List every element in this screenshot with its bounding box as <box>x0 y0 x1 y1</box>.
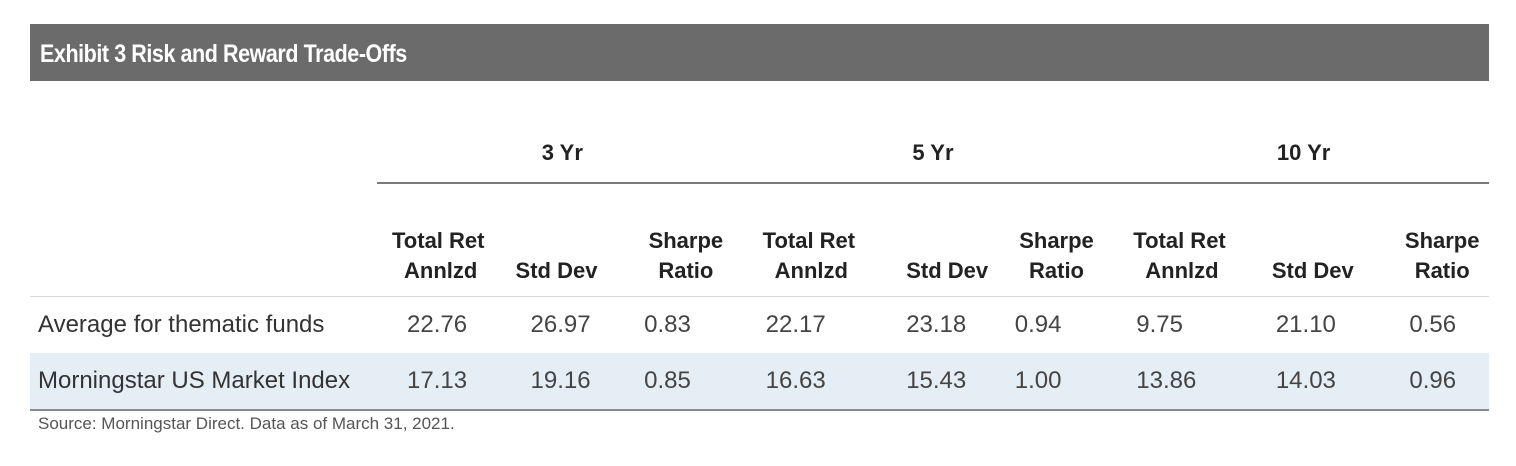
period-group-header-row: 3 Yr 5 Yr 10 Yr <box>30 140 1489 184</box>
table-cell: 21.10 <box>1275 311 1336 338</box>
source-note: Source: Morningstar Direct. Data as of M… <box>38 414 455 433</box>
table-cell: 0.83 <box>644 311 691 338</box>
table-cell: 0.56 <box>1409 311 1457 338</box>
period-group-header: 3 Yr <box>377 140 748 184</box>
row-label: Average for thematic funds <box>38 311 325 338</box>
metric-header-line: Annlzd <box>404 258 478 283</box>
row-label: Morningstar US Market Index <box>30 353 377 411</box>
table-cell: 15.43 <box>871 353 995 411</box>
metric-header-line: Ratio <box>1414 258 1470 283</box>
metric-header-line: Sharpe <box>1404 228 1480 253</box>
metric-header-line: Ratio <box>1029 258 1084 283</box>
risk-reward-table: 3 Yr 5 Yr 10 Yr Total Ret Annlzd Std Dev… <box>30 140 1489 411</box>
metric-header-line: Sharpe <box>1019 228 1094 253</box>
table-cell: 23.18 <box>906 311 967 338</box>
table-cell: 1.00 <box>994 353 1119 411</box>
period-group-header: 10 Yr <box>1118 140 1489 184</box>
metric-header-line: Std Dev <box>515 258 598 283</box>
table-cell: 22.17 <box>765 311 826 338</box>
table-cell: 9.75 <box>1136 311 1183 338</box>
metric-header-line: Annlzd <box>774 258 848 283</box>
metric-header-line: Std Dev <box>1271 258 1354 283</box>
blank-label-header <box>30 183 377 297</box>
blank-corner-cell <box>30 140 377 183</box>
metric-header-line: Ratio <box>658 258 714 283</box>
table-cell: 0.94 <box>1014 311 1062 338</box>
metric-header: Sharpe Ratio <box>624 183 748 297</box>
metric-header: Sharpe Ratio <box>994 183 1119 297</box>
exhibit-header-bar: Exhibit 3 Risk and Reward Trade-Offs <box>30 24 1489 81</box>
metric-header-line: Std Dev <box>906 258 989 283</box>
table-cell: 13.86 <box>1118 353 1242 411</box>
metric-header: Std Dev <box>1241 183 1366 297</box>
metric-header: Std Dev <box>871 183 995 297</box>
metric-header: Std Dev <box>500 183 625 297</box>
table-row: Average for thematic funds 22.76 26.97 0… <box>30 297 1489 354</box>
metric-header-line: Total Ret <box>762 228 856 253</box>
table-cell: 22.76 <box>407 311 468 338</box>
table-cell: 19.16 <box>500 353 625 411</box>
metric-header-line: Sharpe <box>648 228 724 253</box>
metric-header: Total Ret Annlzd <box>1118 183 1242 297</box>
exhibit-title: Exhibit 3 Risk and Reward Trade-Offs <box>40 40 407 68</box>
metric-header-row: Total Ret Annlzd Std Dev Sharpe Ratio To… <box>30 183 1489 297</box>
table-cell: 26.97 <box>530 311 591 338</box>
period-group-header: 5 Yr <box>747 140 1119 184</box>
table-cell: 16.63 <box>747 353 872 411</box>
risk-reward-table-container: 3 Yr 5 Yr 10 Yr Total Ret Annlzd Std Dev… <box>30 140 1489 411</box>
metric-header-line: Total Ret <box>1133 228 1226 253</box>
metric-header: Sharpe Ratio <box>1365 183 1489 297</box>
table-cell: 17.13 <box>377 353 501 411</box>
table-cell: 0.85 <box>624 353 748 411</box>
table-cell: 0.96 <box>1365 353 1489 411</box>
table-cell: 14.03 <box>1241 353 1366 411</box>
metric-header: Total Ret Annlzd <box>377 183 501 297</box>
table-row: Morningstar US Market Index 17.13 19.16 … <box>30 353 1489 411</box>
metric-header: Total Ret Annlzd <box>747 183 872 297</box>
metric-header-line: Annlzd <box>1145 258 1219 283</box>
metric-header-line: Total Ret <box>392 228 485 253</box>
